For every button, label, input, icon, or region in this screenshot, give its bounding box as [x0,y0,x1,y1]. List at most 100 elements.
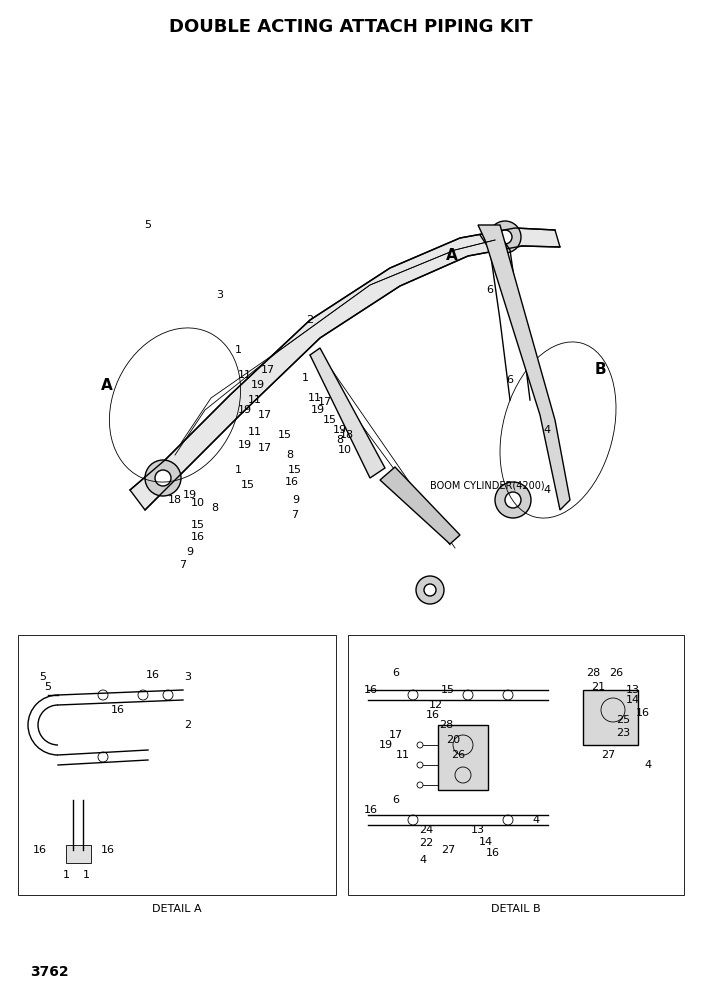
Circle shape [155,470,171,486]
Text: 14: 14 [626,695,640,705]
Text: 5: 5 [39,672,46,682]
Circle shape [505,492,521,508]
Text: 27: 27 [441,845,455,855]
Text: 6: 6 [392,668,399,678]
Text: 15: 15 [191,520,205,530]
Bar [66,845,91,863]
Text: 13: 13 [626,685,640,695]
Circle shape [495,482,531,518]
Text: 28: 28 [439,720,453,730]
Text: 5: 5 [145,220,152,230]
Circle shape [489,221,521,253]
Text: 6: 6 [486,285,494,295]
Text: 16: 16 [486,848,500,858]
Text: 15: 15 [323,415,337,425]
Text: 28: 28 [586,668,600,678]
Text: 2: 2 [185,720,192,730]
Text: 11: 11 [396,750,410,760]
Text: 16: 16 [191,532,205,542]
Text: 6: 6 [392,795,399,805]
Text: 19: 19 [311,405,325,415]
Text: 16: 16 [146,670,160,680]
Text: 16: 16 [111,705,125,715]
Circle shape [498,230,512,244]
Text: DETAIL A: DETAIL A [152,904,201,914]
Text: 23: 23 [616,728,630,738]
Text: 6: 6 [507,375,513,385]
Text: DETAIL B: DETAIL B [491,904,541,914]
Text: 19: 19 [333,425,347,435]
Text: 17: 17 [258,410,272,420]
Text: 1: 1 [62,870,69,880]
Polygon shape [380,467,460,544]
Text: A: A [446,247,458,263]
Text: 10: 10 [191,498,205,508]
Text: 16: 16 [33,845,47,855]
Text: 19: 19 [183,490,197,500]
Text: 16: 16 [364,805,378,815]
Text: 16: 16 [636,708,650,718]
Text: A: A [101,378,113,393]
Text: 4: 4 [419,855,427,865]
Text: 11: 11 [308,393,322,403]
Polygon shape [130,228,560,510]
Text: 16: 16 [426,710,440,720]
Text: 3: 3 [185,672,192,682]
Text: 20: 20 [446,735,460,745]
Text: 1: 1 [234,345,241,355]
Circle shape [424,584,436,596]
Text: 3: 3 [216,290,223,300]
Text: 11: 11 [238,370,252,380]
Text: 24: 24 [419,825,433,835]
Text: 19: 19 [238,440,252,450]
Text: 1: 1 [234,465,241,475]
Text: 17: 17 [261,365,275,375]
Polygon shape [478,225,570,510]
Text: 16: 16 [101,845,115,855]
Text: 19: 19 [251,380,265,390]
Text: 4: 4 [543,425,550,435]
Text: 7: 7 [180,560,187,570]
Text: 26: 26 [609,668,623,678]
Text: 11: 11 [248,395,262,405]
Text: 7: 7 [291,510,298,520]
Text: 19: 19 [238,405,252,415]
Text: 21: 21 [591,682,605,692]
Text: 17: 17 [318,397,332,407]
Text: 10: 10 [338,445,352,455]
Text: 9: 9 [293,495,300,505]
Text: 9: 9 [187,547,194,557]
Text: 22: 22 [419,838,433,848]
Text: 18: 18 [168,495,182,505]
Text: 17: 17 [389,730,403,740]
Bar [583,690,638,745]
Text: 17: 17 [258,443,272,453]
Text: DOUBLE ACTING ATTACH PIPING KIT: DOUBLE ACTING ATTACH PIPING KIT [169,18,533,36]
Text: 4: 4 [543,485,550,495]
Text: 8: 8 [211,503,218,513]
Text: 4: 4 [644,760,651,770]
Text: B: B [594,362,606,378]
Text: 19: 19 [379,740,393,750]
Text: 25: 25 [616,715,630,725]
Text: 26: 26 [451,750,465,760]
Text: 8: 8 [336,435,343,445]
Text: BOOM CYLINDER(4200): BOOM CYLINDER(4200) [430,480,545,490]
Text: 13: 13 [471,825,485,835]
Text: 15: 15 [278,430,292,440]
Text: 15: 15 [241,480,255,490]
Text: 5: 5 [44,682,51,692]
Text: 3762: 3762 [30,965,69,979]
Circle shape [416,576,444,604]
Text: 12: 12 [429,700,443,710]
Text: 11: 11 [248,427,262,437]
Text: 27: 27 [601,750,615,760]
Text: 14: 14 [479,837,493,847]
Circle shape [145,460,181,496]
Text: 18: 18 [340,430,354,440]
Text: 16: 16 [364,685,378,695]
Text: 16: 16 [285,477,299,487]
Text: 1: 1 [301,373,308,383]
Text: 4: 4 [532,815,540,825]
Polygon shape [310,348,385,478]
